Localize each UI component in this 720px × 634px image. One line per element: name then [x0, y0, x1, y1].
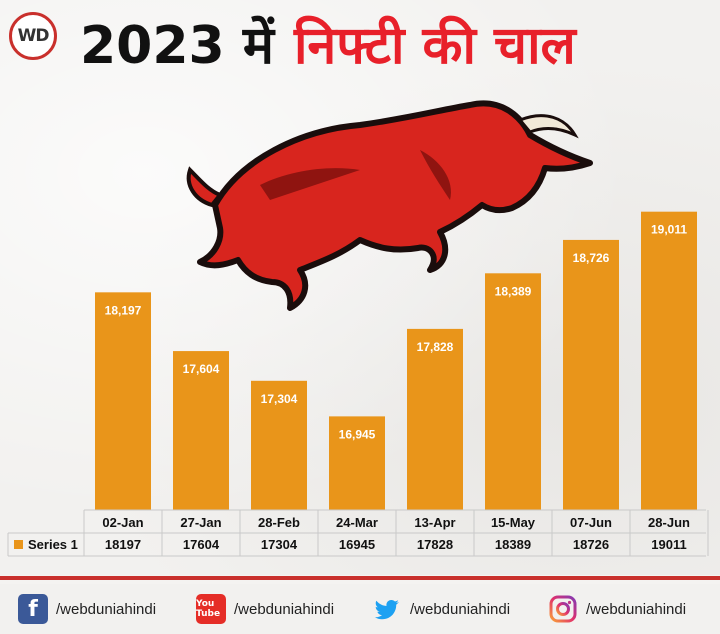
bar-15-May — [485, 273, 541, 510]
instagram-icon — [548, 594, 578, 624]
bar-27-Jan — [173, 351, 229, 510]
data-label-02-Jan: 18,197 — [105, 303, 142, 317]
bar-13-Apr — [407, 328, 463, 510]
data-label-27-Jan: 17,604 — [183, 362, 220, 376]
youtube-icon: You Tube — [196, 594, 226, 624]
data-label-28-Jun: 19,011 — [651, 223, 687, 237]
page-title: 2023 में निफ्टी की चाल — [80, 6, 710, 80]
title-year: 2023 में — [80, 15, 274, 76]
category-label-24-Mar: 24-Mar — [336, 515, 378, 530]
footer-divider — [0, 576, 720, 580]
bar-28-Feb — [251, 380, 307, 510]
legend-series-name: Series 1 — [28, 537, 78, 552]
twitter-handle[interactable]: /webduniahindi — [410, 600, 511, 618]
social-twitter[interactable]: /webduniahindi — [372, 594, 510, 624]
category-label-27-Jan: 27-Jan — [180, 515, 221, 530]
twitter-icon — [372, 594, 402, 624]
legend-swatch — [14, 540, 23, 549]
bar-28-Jun — [641, 211, 697, 510]
category-label-15-May: 15-May — [491, 515, 536, 530]
webdunia-logo: WD — [9, 12, 57, 60]
facebook-handle[interactable]: /webduniahindi — [56, 600, 157, 618]
data-label-07-Jun: 18,726 — [573, 251, 610, 265]
category-label-28-Jun: 28-Jun — [648, 515, 690, 530]
social-facebook[interactable]: f /webduniahindi — [18, 594, 156, 624]
nifty-bar-chart: 18,197 17,604 17,304 16,945 17,828 18,389 18,7… — [7, 100, 709, 557]
data-label-28-Feb: 17,304 — [261, 392, 298, 406]
title-rest: निफ्टी की चाल — [293, 15, 576, 76]
data-label-15-May: 18,389 — [495, 284, 532, 298]
bar-07-Jun — [563, 239, 619, 510]
table-value-24-Mar: 16945 — [339, 537, 375, 552]
category-label-28-Feb: 28-Feb — [258, 515, 300, 530]
category-label-07-Jun: 07-Jun — [570, 515, 612, 530]
table-value-28-Jun: 19011 — [651, 537, 686, 552]
table-value-13-Apr: 17828 — [417, 537, 453, 552]
table-value-07-Jun: 18726 — [573, 537, 609, 552]
youtube-handle[interactable]: /webduniahindi — [234, 600, 335, 618]
instagram-handle[interactable]: /webduniahindi — [586, 600, 687, 618]
category-label-02-Jan: 02-Jan — [102, 515, 143, 530]
social-footer: f /webduniahindi You Tube /webduniahindi… — [0, 584, 720, 634]
social-instagram[interactable]: /webduniahindi — [548, 594, 686, 624]
table-value-28-Feb: 17304 — [261, 537, 298, 552]
data-label-13-Apr: 17,828 — [417, 340, 454, 354]
bar-02-Jan — [95, 292, 151, 510]
social-youtube[interactable]: You Tube /webduniahindi — [196, 594, 334, 624]
table-value-02-Jan: 18197 — [105, 537, 141, 552]
data-table: Series 1 02-Jan 18197 27-Jan 17604 28-Feb 173… — [7, 509, 709, 557]
table-value-27-Jan: 17604 — [183, 537, 220, 552]
category-label-13-Apr: 13-Apr — [414, 515, 455, 530]
data-label-24-Mar: 16,945 — [339, 427, 376, 441]
bull-illustration — [186, 100, 593, 311]
table-value-15-May: 18389 — [495, 537, 531, 552]
bar-24-Mar — [329, 416, 385, 510]
facebook-icon: f — [18, 594, 48, 624]
